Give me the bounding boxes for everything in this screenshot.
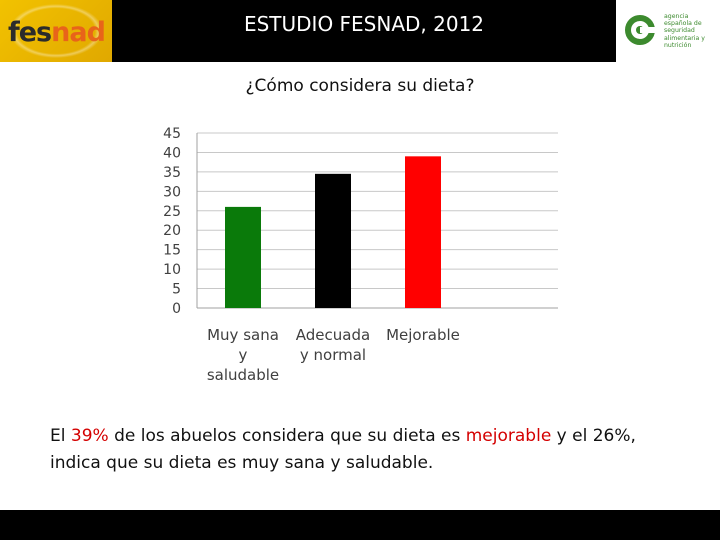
y-tick-label: 10	[163, 262, 181, 278]
y-tick-label: 45	[163, 126, 181, 142]
x-tick-label: y	[239, 346, 248, 364]
agency-line: nutrición	[664, 41, 692, 49]
bar	[315, 173, 351, 308]
y-tick-label: 0	[172, 301, 181, 317]
caption-part: y el 26%, indica que su dieta es muy san…	[50, 426, 636, 473]
bar	[225, 206, 261, 308]
bar	[405, 156, 441, 308]
y-tick-label: 5	[172, 282, 181, 298]
fesnad-wordmark: fesnad	[8, 17, 106, 48]
fesnad-logo: fesnad	[0, 0, 112, 62]
y-tick-label: 15	[163, 243, 181, 259]
x-tick-label: Adecuada	[296, 326, 370, 344]
header: fesnad ESTUDIO FESNAD, 2012 agencia espa…	[0, 0, 720, 62]
caption-highlight-percent: 39%	[70, 426, 109, 446]
caption-part: El	[50, 426, 71, 446]
title-bar: ESTUDIO FESNAD, 2012	[112, 0, 616, 62]
chart-question: ¿Cómo considera su dieta?	[245, 76, 475, 96]
footer-bar	[0, 510, 720, 540]
agency-line: agencia	[664, 13, 689, 20]
x-tick-label: y normal	[300, 346, 366, 364]
agency-line: alimentaria y	[664, 34, 705, 42]
page-title: ESTUDIO FESNAD, 2012	[243, 12, 485, 36]
aesan-agency-text: agencia española de seguridad alimentari…	[664, 13, 716, 49]
y-tick-label: 30	[163, 184, 181, 200]
y-tick-label: 35	[163, 165, 181, 181]
caption-part: de los abuelos considera que su dieta es	[108, 426, 466, 446]
agency-line: seguridad	[664, 27, 695, 35]
x-tick-label: Mejorable	[386, 326, 460, 344]
caption-text: El 39% de los abuelos considera que su d…	[50, 423, 690, 477]
aesan-logo: agencia española de seguridad alimentari…	[616, 0, 720, 62]
caption-highlight-word: mejorable	[465, 426, 552, 446]
agency-line: española de	[664, 20, 702, 28]
logo-ring	[6, 2, 106, 60]
x-tick-label: saludable	[207, 366, 279, 384]
wordmark-part2: nad	[51, 17, 106, 48]
bar-chart: 0 5 10 15 20 25 30 35 40 45 Muy sana y saludable Adec…	[150, 120, 570, 400]
wordmark-part1: fes	[8, 17, 52, 48]
chart-svg: 0 5 10 15 20 25 30 35 40 45 Muy sana y saludable Adec…	[163, 126, 558, 384]
aesan-circle-icon	[625, 15, 656, 45]
y-tick-label: 25	[163, 204, 181, 220]
x-tick-label: Muy sana	[207, 326, 279, 344]
y-tick-label: 20	[163, 223, 181, 239]
y-tick-label: 40	[163, 145, 181, 161]
